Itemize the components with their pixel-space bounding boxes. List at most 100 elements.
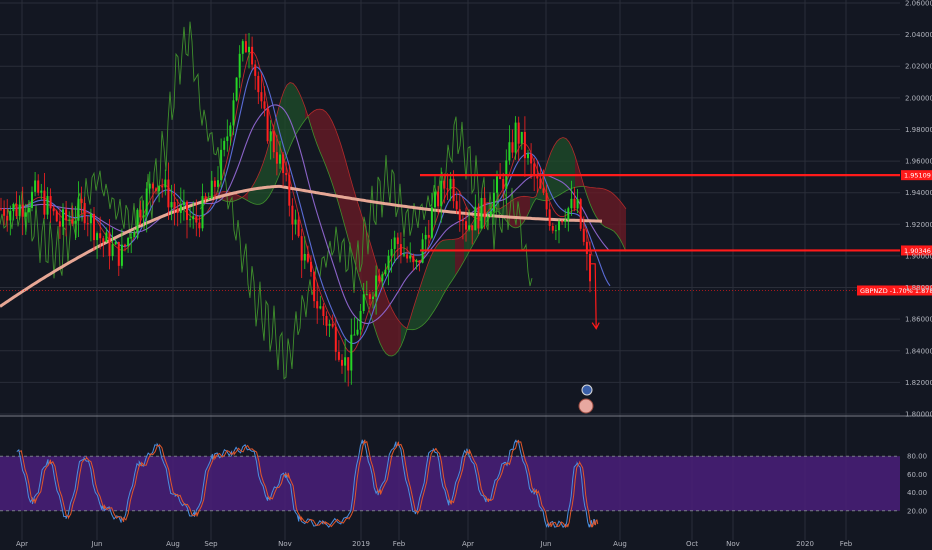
candle-body [347, 357, 350, 371]
cloud-segment [395, 314, 398, 355]
candle-body [130, 237, 133, 239]
candle-body [102, 238, 105, 243]
candle-body [458, 209, 461, 220]
cloud-segment [410, 309, 413, 330]
candle-body [378, 275, 381, 282]
candle-body [554, 230, 557, 232]
cloud-segment [386, 294, 389, 356]
cloud-segment [425, 263, 428, 323]
candle-body [573, 198, 576, 209]
candle-body [241, 41, 244, 54]
cloud-segment [350, 176, 353, 257]
cloud-segment [500, 206, 503, 217]
cloud-segment [260, 163, 263, 205]
candle-body [297, 219, 300, 237]
time-tick-label: Feb [840, 540, 853, 548]
candle-body [161, 185, 164, 188]
cloud-segment [353, 187, 356, 267]
cloud-segment [611, 192, 614, 232]
candle-body [21, 204, 24, 217]
candle-body [43, 190, 46, 215]
price-tick-label: 2.06000 [905, 0, 932, 8]
cloud-segment [458, 237, 461, 272]
candle-body [182, 201, 185, 205]
time-tick-label: 2019 [352, 540, 370, 548]
candle-body [232, 100, 235, 126]
candle-body [499, 176, 502, 180]
cloud-segment [452, 239, 455, 281]
candle-body [579, 199, 582, 229]
candle-body [248, 46, 250, 53]
cloud-segment [443, 239, 446, 296]
cloud-segment [317, 109, 320, 152]
candle-body [548, 209, 551, 226]
candle-body [356, 329, 359, 335]
candle-body [446, 188, 449, 190]
candle-body [257, 75, 260, 93]
price-tick-label: 1.92000 [905, 221, 932, 229]
candle-body [40, 190, 43, 193]
candle-body [80, 198, 83, 204]
candle-body [399, 244, 402, 256]
candle-body [189, 219, 192, 221]
candle-body [362, 294, 365, 311]
oscillator-tick-label: 20.00 [907, 507, 927, 515]
price-tick-label: 1.80000 [905, 411, 932, 419]
candle-body [471, 225, 474, 231]
cloud-segment [596, 188, 599, 222]
time-tick-label: Aug [613, 540, 627, 548]
oscillator-tick-label: 40.00 [907, 489, 927, 497]
candle-body [461, 219, 464, 222]
cloud-segment [428, 256, 431, 320]
candle-body [0, 208, 2, 210]
candle-body [198, 222, 201, 229]
candle-body [179, 204, 182, 213]
cloud-segment [287, 82, 290, 155]
candle-body [223, 140, 226, 150]
price-tick-label: 1.86000 [905, 316, 932, 324]
candle-body [306, 253, 309, 262]
cloud-segment [467, 226, 470, 256]
cloud-segment [341, 144, 344, 224]
cloud-segment [614, 194, 617, 235]
candles [0, 32, 591, 387]
candle-body [238, 53, 241, 78]
candle-body [313, 271, 316, 302]
level-label: 1.95109 [904, 172, 931, 180]
candle-body [288, 175, 291, 206]
oscillator-tick-label: 60.00 [907, 471, 927, 479]
cloud-segment [521, 196, 524, 226]
cloud-segment [398, 319, 401, 352]
candle-body [127, 238, 130, 247]
candle-body [269, 131, 272, 142]
price-tick-label: 2.00000 [905, 94, 932, 102]
candle-body [545, 192, 548, 210]
candle-body [455, 201, 458, 210]
cloud-segment [557, 138, 560, 197]
candle-body [24, 212, 27, 217]
candle-body [437, 191, 440, 207]
candle-body [254, 64, 257, 76]
candle-body [334, 326, 337, 352]
candle-body [282, 154, 285, 174]
cloud-segment [320, 109, 323, 159]
candle-body [89, 213, 92, 224]
time-tick-label: Nov [726, 540, 740, 548]
candle-body [6, 215, 9, 221]
candle-body [111, 244, 114, 257]
cloud-segment [530, 196, 533, 211]
candle-body [325, 315, 328, 326]
oscillator-pane [0, 439, 900, 529]
oscillator-tick-label: 80.00 [907, 453, 927, 461]
candle-body [558, 221, 560, 231]
candle-body [86, 223, 89, 225]
candle-body [201, 196, 204, 229]
cloud-segment [389, 302, 392, 357]
candle-body [164, 179, 167, 188]
cloud-segment [290, 82, 293, 147]
candle-body [294, 219, 297, 225]
candle-body [372, 296, 374, 299]
candle-body [71, 219, 74, 224]
candle-body [77, 198, 80, 221]
candle-body [502, 179, 505, 189]
